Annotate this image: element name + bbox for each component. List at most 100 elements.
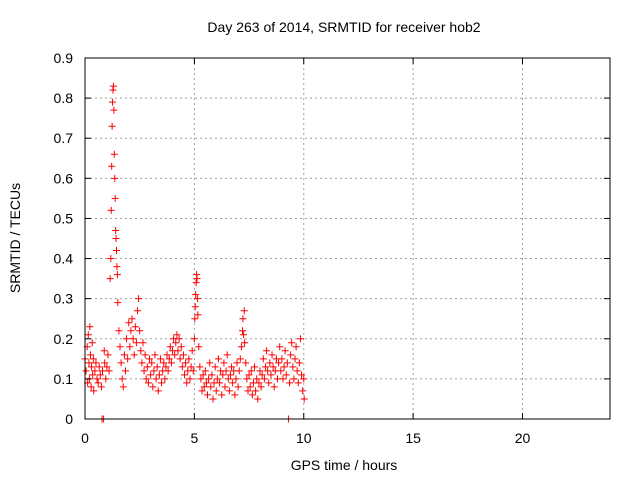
- data-point: [205, 375, 213, 383]
- data-point: [276, 343, 284, 351]
- data-point: [259, 355, 267, 363]
- data-point: [156, 355, 164, 363]
- data-point: [171, 351, 179, 359]
- data-point: [290, 375, 298, 383]
- data-point: [140, 367, 148, 375]
- x-tick-label: 20: [515, 430, 531, 446]
- data-point: [234, 383, 242, 391]
- data-point: [264, 367, 272, 375]
- data-point: [87, 383, 95, 391]
- data-point: [198, 387, 206, 395]
- data-point: [269, 363, 277, 371]
- data-point: [86, 351, 94, 359]
- data-point: [181, 371, 189, 379]
- data-point: [148, 359, 156, 367]
- data-point: [183, 379, 191, 387]
- data-point: [164, 367, 172, 375]
- data-point: [137, 347, 145, 355]
- data-point: [300, 375, 308, 383]
- data-point: [201, 367, 209, 375]
- x-tick-label: 5: [190, 430, 198, 446]
- data-point: [261, 363, 269, 371]
- data-point: [177, 343, 185, 351]
- data-point: [142, 375, 150, 383]
- data-point: [88, 363, 96, 371]
- data-point: [220, 359, 228, 367]
- data-point: [111, 174, 119, 182]
- data-point: [160, 359, 168, 367]
- x-axis-label: GPS time / hours: [291, 457, 398, 473]
- data-point: [162, 363, 170, 371]
- data-point: [146, 355, 154, 363]
- data-point: [135, 295, 143, 303]
- data-point: [132, 339, 140, 347]
- y-tick-label: 0.9: [54, 50, 74, 66]
- data-point: [226, 371, 234, 379]
- data-point: [294, 379, 302, 387]
- data-point: [252, 387, 260, 395]
- data-point: [90, 387, 98, 395]
- data-point: [298, 371, 306, 379]
- data-point: [240, 307, 248, 315]
- data-point: [99, 367, 106, 375]
- data-point: [287, 351, 295, 359]
- data-point: [113, 271, 121, 279]
- data-point: [213, 375, 221, 383]
- data-point: [236, 355, 244, 363]
- data-point: [141, 351, 149, 359]
- data-point: [182, 359, 190, 367]
- data-point: [93, 375, 101, 383]
- data-point: [204, 391, 211, 399]
- data-point: [208, 371, 216, 379]
- data-point: [218, 391, 226, 399]
- data-point: [292, 343, 300, 351]
- data-point: [255, 379, 263, 387]
- data-point: [131, 323, 139, 331]
- data-point: [192, 279, 200, 287]
- data-point: [267, 371, 275, 379]
- data-point: [139, 339, 147, 347]
- data-point: [119, 383, 127, 391]
- data-point: [108, 162, 116, 170]
- data-point: [88, 339, 96, 347]
- x-tick-label: 15: [405, 430, 421, 446]
- data-point: [107, 206, 115, 214]
- data-point: [256, 367, 264, 375]
- data-point: [254, 395, 262, 403]
- data-point: [120, 351, 128, 359]
- data-point: [86, 323, 94, 331]
- data-point: [114, 299, 122, 307]
- data-point: [111, 194, 119, 202]
- data-point: [300, 395, 308, 403]
- data-point: [212, 387, 220, 395]
- data-point: [266, 359, 274, 367]
- data-point: [286, 379, 294, 387]
- data-point: [197, 375, 205, 383]
- data-point: [151, 351, 159, 359]
- data-point: [283, 359, 291, 367]
- data-point: [126, 343, 134, 351]
- data-point: [219, 371, 227, 379]
- data-point: [193, 295, 201, 303]
- data-point: [243, 375, 251, 383]
- data-point: [246, 383, 254, 391]
- data-point: [112, 226, 120, 234]
- data-point: [91, 367, 99, 375]
- data-point: [209, 395, 217, 403]
- data-point: [152, 375, 160, 383]
- data-point: [293, 367, 301, 375]
- grid: [85, 58, 610, 419]
- data-point: [289, 363, 297, 371]
- data-point: [275, 359, 283, 367]
- axis-ticks: 0 0.1 0.2 0.3 0.4 0.5 0.6 0.7 0.8 0.9 0 5 10 15 20: [54, 50, 610, 446]
- data-point: [291, 355, 299, 363]
- data-point: [268, 351, 276, 359]
- data-point: [95, 363, 103, 371]
- data-point: [110, 150, 118, 158]
- data-point: [163, 351, 171, 359]
- data-point: [178, 363, 186, 371]
- data-point: [206, 359, 214, 367]
- data-point: [92, 359, 100, 367]
- y-tick-label: 0.8: [54, 90, 74, 106]
